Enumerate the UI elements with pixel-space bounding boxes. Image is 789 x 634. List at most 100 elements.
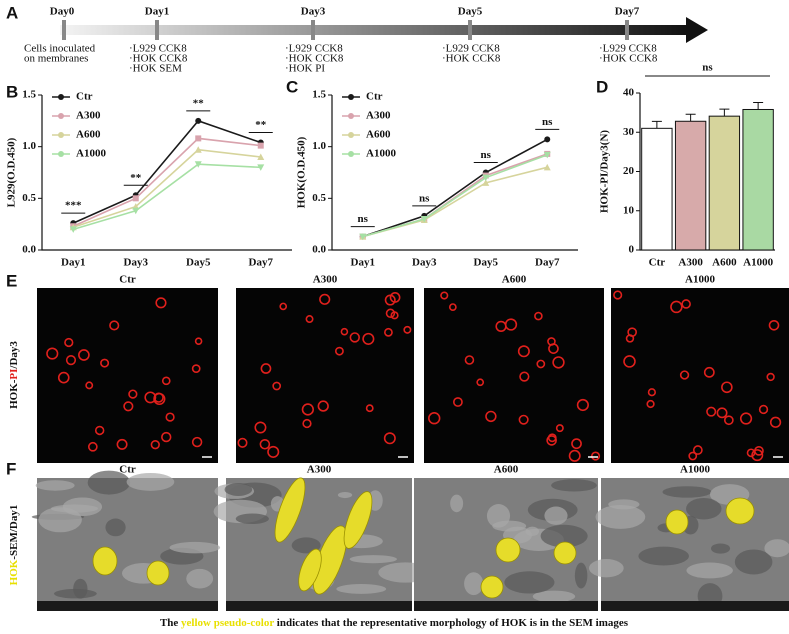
- series-line: [72, 119, 262, 224]
- annotation: **: [255, 119, 267, 131]
- cell: [191, 436, 203, 448]
- cell: [552, 356, 565, 369]
- cell: [349, 332, 360, 343]
- panel-f-y-label: HOK-SEM/Day1: [8, 505, 20, 586]
- cell: [46, 347, 59, 360]
- bar: [674, 120, 707, 251]
- cell: [766, 372, 775, 382]
- cell: [302, 418, 312, 429]
- info-bar: [414, 601, 598, 611]
- point: [194, 161, 202, 168]
- image-title: Ctr: [119, 464, 136, 476]
- texture: [105, 518, 126, 537]
- y-axis-label: HOK(O.D.450): [296, 136, 308, 208]
- legend-marker: [348, 132, 354, 138]
- timeline-note: ·HOK SEM: [129, 63, 182, 75]
- texture: [540, 524, 588, 548]
- label-part: PI: [8, 369, 20, 380]
- pseudo-colored-cell: [298, 548, 322, 592]
- cell: [94, 425, 105, 436]
- timeline-note: ·HOK CCK8: [285, 53, 344, 65]
- point: [257, 142, 264, 149]
- panel-letter: D: [596, 77, 608, 96]
- panel-letter: B: [6, 82, 18, 101]
- texture: [224, 483, 253, 496]
- cell: [272, 381, 282, 391]
- point: [132, 207, 140, 215]
- y-axis-label: HOK-PI/Day3(N): [599, 130, 611, 213]
- cell: [194, 337, 203, 345]
- bar: [708, 115, 741, 251]
- cell: [153, 392, 166, 406]
- legend-label: A300: [366, 110, 391, 122]
- timeline-note: ·L929 CCK8: [285, 43, 343, 55]
- y-tick-label: 10: [623, 204, 635, 216]
- cell: [723, 415, 734, 426]
- cell: [646, 399, 655, 409]
- texture: [73, 578, 88, 599]
- cell: [568, 449, 581, 462]
- cell: [485, 410, 497, 423]
- y-tick-label: 0.5: [22, 192, 36, 204]
- pseudo-colored-cell: [725, 497, 755, 525]
- texture: [595, 504, 646, 529]
- point: [359, 233, 367, 241]
- image-title: A600: [502, 274, 527, 286]
- series-line: [73, 163, 261, 231]
- texture: [764, 539, 789, 558]
- texture: [186, 568, 214, 589]
- x-tick-label: A600: [712, 257, 737, 269]
- cell: [319, 293, 331, 305]
- cell: [681, 299, 691, 309]
- legend-label: Ctr: [366, 91, 383, 103]
- cell: [758, 404, 769, 415]
- cell: [260, 363, 272, 374]
- cell: [305, 315, 314, 324]
- cell: [128, 389, 138, 399]
- fluorescence-image: [236, 288, 414, 463]
- pseudo-colored-cell: [553, 541, 577, 565]
- cell: [64, 337, 74, 348]
- legend-marker: [58, 132, 64, 138]
- texture: [87, 470, 131, 495]
- annotation: ns: [419, 192, 430, 204]
- legend-label: A1000: [366, 148, 396, 160]
- panel-letter: A: [6, 3, 18, 22]
- x-tick-label: Day5: [186, 257, 211, 269]
- cell: [259, 438, 271, 450]
- cell: [317, 400, 329, 412]
- timeline-note: ·L929 CCK8: [442, 43, 500, 55]
- y-tick-label: 0.0: [312, 244, 326, 256]
- cell: [78, 349, 90, 361]
- cell: [87, 441, 98, 452]
- cell: [161, 431, 172, 443]
- bar: [641, 127, 673, 251]
- error-cap: [753, 101, 764, 110]
- label-part: /Day3: [8, 341, 20, 370]
- cell: [647, 388, 656, 397]
- cell: [703, 366, 715, 378]
- timeline-bar: [60, 25, 688, 35]
- legend-label: A600: [76, 129, 101, 141]
- cell: [518, 414, 529, 425]
- annotation: **: [193, 97, 205, 109]
- cell: [536, 359, 546, 369]
- cell: [254, 421, 267, 434]
- legend-marker: [58, 94, 64, 100]
- cell: [623, 355, 636, 368]
- cell: [679, 370, 690, 380]
- texture: [235, 513, 269, 525]
- point: [257, 164, 265, 171]
- timeline-tick: [311, 20, 315, 40]
- cell: [627, 327, 637, 338]
- error-cap: [651, 120, 662, 129]
- cell: [383, 432, 396, 445]
- legend-label: A600: [366, 129, 391, 141]
- legend-label: A1000: [76, 148, 106, 160]
- cell: [547, 337, 556, 346]
- y-tick-label: 1.5: [312, 89, 326, 101]
- cell: [100, 358, 110, 368]
- texture: [574, 562, 588, 589]
- cell: [385, 308, 396, 319]
